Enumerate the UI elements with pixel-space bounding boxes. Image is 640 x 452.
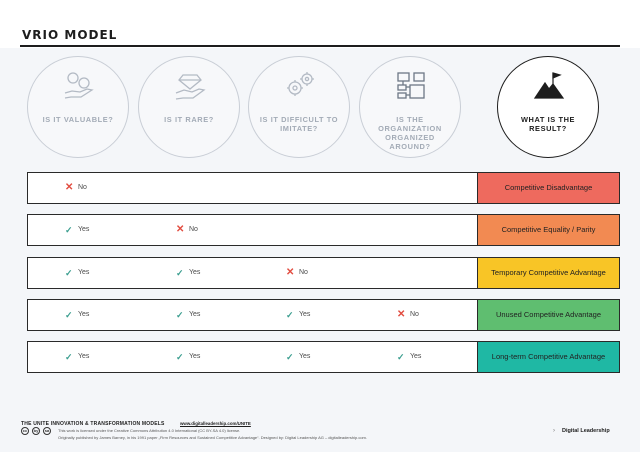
footer-origin: Originally published by James Barney, in… — [58, 435, 367, 440]
by-icon: by — [32, 427, 40, 435]
result-box: Competitive Disadvantage — [477, 172, 620, 204]
cross-icon: ✕ — [286, 267, 295, 278]
question-rare: IS IT RARE? — [138, 56, 240, 158]
money-hand-icon — [64, 72, 94, 99]
result-row: ✓ Yes ✓ Yes ✓ Yes ✕ No Unused Competitive Ad… — [27, 299, 620, 331]
org-chart-icon — [397, 72, 425, 99]
answer-cell: ✓ Yes — [176, 258, 200, 288]
check-icon: ✓ — [65, 225, 73, 235]
answer-cell: ✓ Yes — [65, 258, 89, 288]
question-result: WHAT IS THE RESULT? — [497, 56, 599, 158]
question-label: WHAT IS THE RESULT? — [520, 115, 576, 133]
answer-cell: ✓ Yes — [176, 300, 200, 330]
result-box: Long-term Competitive Advantage — [477, 341, 620, 373]
diamond-hand-icon — [175, 74, 206, 100]
answer-cell: ✕ No — [65, 173, 87, 203]
answer-cell: ✓ Yes — [65, 215, 89, 245]
check-icon: ✓ — [286, 310, 294, 320]
answer-cell: ✕ No — [176, 215, 198, 245]
result-box: Competitive Equality / Parity — [477, 214, 620, 246]
check-icon: ✓ — [397, 352, 405, 362]
answer-cell: ✓ Yes — [65, 300, 89, 330]
result-row: ✓ Yes ✓ Yes ✓ Yes ✓ Yes Long-term Competitiv… — [27, 341, 620, 373]
mountain-flag-icon — [533, 72, 565, 99]
check-icon: ✓ — [286, 352, 294, 362]
result-row: ✓ Yes ✕ No Competitive Equality / Parity — [27, 214, 620, 246]
question-label: IS IT VALUABLE? — [42, 115, 114, 124]
question-label: IS IT DIFFICULT TO IMITATE? — [259, 115, 339, 133]
brand-logo: Digital Leadership — [562, 428, 610, 434]
question-label: IS THE ORGANIZATION ORGANIZED AROUND? — [378, 115, 442, 151]
result-row: ✓ Yes ✓ Yes ✕ No Temporary Competitive Adva… — [27, 257, 620, 289]
answer-cell: ✓ Yes — [65, 342, 89, 372]
check-icon: ✓ — [65, 352, 73, 362]
question-organized: IS THE ORGANIZATION ORGANIZED AROUND? — [359, 56, 461, 158]
cc-icon: cc — [21, 427, 29, 435]
gears-icon — [287, 72, 314, 96]
cross-icon: ✕ — [65, 182, 74, 193]
question-valuable: IS IT VALUABLE? — [27, 56, 129, 158]
brand-chevron-icon: › — [553, 428, 555, 434]
result-box: Temporary Competitive Advantage — [477, 257, 620, 289]
question-imitate: IS IT DIFFICULT TO IMITATE? — [248, 56, 350, 158]
cross-icon: ✕ — [176, 224, 185, 235]
question-label: IS IT RARE? — [164, 115, 214, 124]
result-row: ✕ No Competitive Disadvantage — [27, 172, 620, 204]
footer-license: This work is licensed under the Creative… — [58, 428, 241, 433]
footer-title: THE UNITE INNOVATION & TRANSFORMATION MO… — [21, 421, 165, 427]
answer-cell: ✓ Yes — [176, 342, 200, 372]
header: VRIO MODEL — [0, 0, 640, 48]
answer-cell: ✕ No — [397, 300, 419, 330]
answer-cell: ✕ No — [286, 258, 308, 288]
check-icon: ✓ — [176, 268, 184, 278]
check-icon: ✓ — [65, 310, 73, 320]
page-title: VRIO MODEL — [22, 28, 118, 42]
sa-icon: sa — [43, 427, 51, 435]
check-icon: ✓ — [176, 352, 184, 362]
footer-link[interactable]: www.digitalleadership.com/UNITE — [180, 421, 251, 426]
result-box: Unused Competitive Advantage — [477, 299, 620, 331]
check-icon: ✓ — [65, 268, 73, 278]
cross-icon: ✕ — [397, 309, 406, 320]
answer-cell: ✓ Yes — [286, 342, 310, 372]
title-rule — [20, 45, 620, 47]
answer-cell: ✓ Yes — [286, 300, 310, 330]
answer-cell: ✓ Yes — [397, 342, 421, 372]
check-icon: ✓ — [176, 310, 184, 320]
